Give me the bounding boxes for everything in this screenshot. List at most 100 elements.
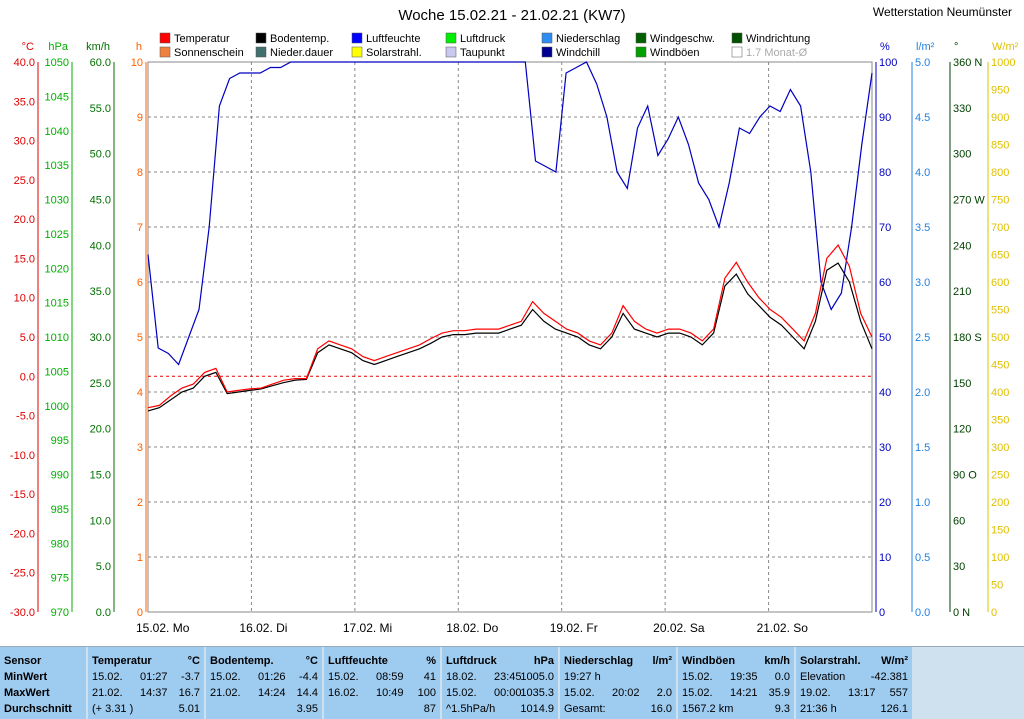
axis-tick-label: 30.0 <box>90 332 111 344</box>
axis-tick-label: 250 <box>991 470 1009 482</box>
stats-unit: hPa <box>533 655 554 667</box>
legend-label: Nieder.dauer <box>270 47 333 59</box>
axis-tick-label: 2.0 <box>915 387 930 399</box>
stats-row: 15.02. 08:59 41 <box>328 671 436 686</box>
axis-tick-label: 50 <box>879 332 891 344</box>
axis-tick-label: 950 <box>991 85 1009 97</box>
axis-tick-label: 1000 <box>991 57 1015 69</box>
axis-unit: ° <box>954 41 958 53</box>
stats-time: 23:45 <box>494 671 522 683</box>
temperature-line <box>147 244 873 409</box>
stats-time: 01:27 <box>140 671 168 683</box>
stats-label: Elevation <box>800 671 846 683</box>
axis-tick-label: 2 <box>137 497 143 509</box>
legend-label: Niederschlag <box>556 33 620 45</box>
stats-label: MaxWert <box>4 687 50 699</box>
stats-value: 1005.0 <box>520 671 554 683</box>
axis-tick-label: 0 <box>137 607 143 619</box>
axis-tick-label: 0.5 <box>915 552 930 564</box>
stats-header: Temperatur °C <box>92 655 200 667</box>
stats-row: 15.02. 20:02 2.0 <box>564 687 672 702</box>
stats-label: 19.02. <box>800 687 831 699</box>
legend-label: Windchill <box>556 47 600 59</box>
axis-tick-label: -30.0 <box>10 607 35 619</box>
axis-tick-label: 20 <box>879 497 891 509</box>
stats-column: Luftdruck hPa 18.02. 23:45 1005.0 15.02. 00:00… <box>442 647 560 719</box>
legend-label: Temperatur <box>174 33 230 45</box>
axis-tick-label: 210 <box>953 286 971 298</box>
stats-label: 21:36 h <box>800 703 837 715</box>
stats-time: 14:37 <box>140 687 168 699</box>
axis-unit: hPa <box>48 41 68 53</box>
legend-swatch <box>351 32 363 44</box>
stats-label: 16.02. <box>328 687 359 699</box>
legend-swatch <box>635 32 647 44</box>
axis-tick-label: 70 <box>879 222 891 234</box>
stats-unit: km/h <box>764 655 790 667</box>
axis-tick-label: 1030 <box>45 195 69 207</box>
stats-unit: °C <box>187 655 200 667</box>
axis-tick-label: 5 <box>137 332 143 344</box>
stats-header: Windböen km/h <box>682 655 790 667</box>
axes: °C40.035.030.025.020.015.010.05.00.0-5.0… <box>10 41 1019 619</box>
axis-tick-label: 200 <box>991 497 1009 509</box>
axis-tick-label: 50.0 <box>90 149 111 161</box>
stats-row: 15.02. 00:00 1035.3 <box>446 687 554 702</box>
stats-time: 13:17 <box>848 687 876 699</box>
stats-unit: % <box>426 655 436 667</box>
stats-column: Solarstrahl. W/m² Elevation -42.381 19.02. 13… <box>796 647 914 719</box>
stats-value: 557 <box>889 687 908 699</box>
stats-value: 3.95 <box>296 703 318 715</box>
axis-tick-label: 40.0 <box>90 240 111 252</box>
axis-tick-label: 450 <box>991 360 1009 372</box>
stats-value: -3.7 <box>181 671 200 683</box>
axis-tick-label: 330 <box>953 103 971 115</box>
stats-label: 19:27 h <box>564 671 601 683</box>
stats-time: 10:49 <box>376 687 404 699</box>
chart-title: Woche 15.02.21 - 21.02.21 (KW7) <box>398 7 625 24</box>
axis-tick-label: 100 <box>879 57 897 69</box>
stats-header: Bodentemp. °C <box>210 655 318 667</box>
legend-label: 1.7 Monat-Ø <box>746 47 808 59</box>
axis-tick-label: 990 <box>51 470 69 482</box>
axis-tick-label: 900 <box>991 112 1009 124</box>
stats-row: (+ 3.31 ) 5.01 <box>92 703 200 718</box>
stats-label: 15.02. <box>682 671 713 683</box>
stats-label: 21.02. <box>210 687 241 699</box>
stats-value: -42.381 <box>870 671 908 683</box>
stats-label: Durchschnitt <box>4 703 72 715</box>
station-name: Wetterstation Neumünster <box>873 5 1012 19</box>
axis-tick-label: 270 W <box>953 195 985 207</box>
axis-tick-label: -20.0 <box>10 528 35 540</box>
stats-value: 100 <box>417 687 436 699</box>
axis-tick-label: 30 <box>879 442 891 454</box>
stats-row: Elevation -42.381 <box>800 671 908 686</box>
stats-time: 00:00 <box>494 687 522 699</box>
axis-tick-label: 180 S <box>953 332 982 344</box>
stats-row: 21.02. 14:24 14.4 <box>210 687 318 702</box>
legend-swatch <box>445 32 457 44</box>
stats-column: Luftfeuchte% 15.02. 08:59 41 16.02. 10:49 100 8… <box>324 647 442 719</box>
stats-label: 1567.2 km <box>682 703 734 715</box>
axis-tick-label: 985 <box>51 504 69 516</box>
axis-unit: l/m² <box>916 41 935 53</box>
x-tick-label: 21.02. So <box>757 621 809 635</box>
axis-tick-label: 995 <box>51 435 69 447</box>
stats-label: 15.02. <box>564 687 595 699</box>
axis-tick-label: 7 <box>137 222 143 234</box>
stats-time: 19:35 <box>730 671 758 683</box>
axis-tick-label: 970 <box>51 607 69 619</box>
stats-row: 15.02. 01:26 -4.4 <box>210 671 318 686</box>
axis-tick-label: 1005 <box>45 366 69 378</box>
stats-value: 2.0 <box>656 687 672 699</box>
weather-chart: Woche 15.02.21 - 21.02.21 (KW7) Wetterst… <box>10 5 1019 635</box>
axis-tick-label: 35.0 <box>14 96 35 108</box>
ground-temp-line <box>147 262 873 412</box>
axis-tick-label: 650 <box>991 250 1009 262</box>
legend-swatch <box>255 32 267 44</box>
axis-tick-label: 25.0 <box>90 378 111 390</box>
stats-header: Niederschlag l/m² <box>564 655 672 667</box>
axis-tick-label: 20.0 <box>14 214 35 226</box>
legend-label: Luftdruck <box>460 33 506 45</box>
grid <box>147 61 873 613</box>
